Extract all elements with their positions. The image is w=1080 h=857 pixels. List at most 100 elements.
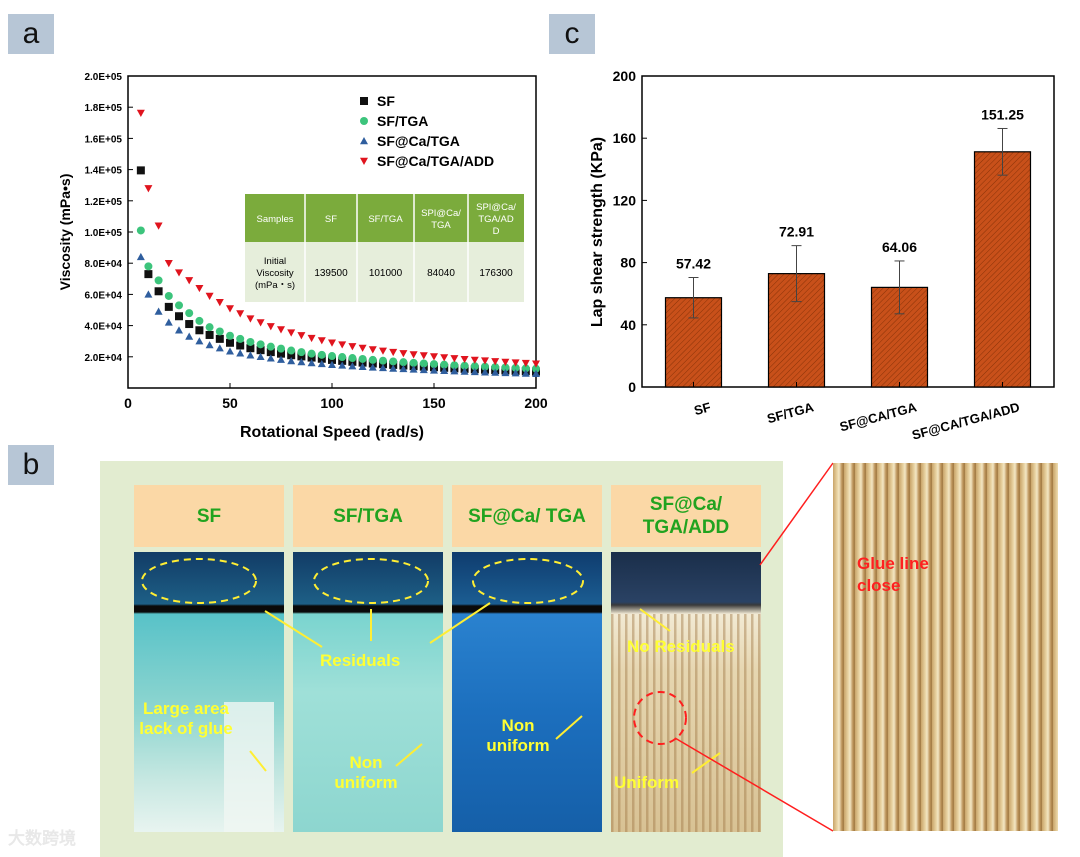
data-point (136, 109, 145, 117)
data-point (136, 252, 145, 261)
data-point (256, 319, 265, 327)
y-tick-label: 1.2E+05 (84, 197, 122, 208)
data-point (136, 166, 145, 175)
data-point (236, 349, 245, 357)
data-point (481, 357, 489, 365)
data-point (164, 260, 173, 268)
table-header-cell: SF/TGA (368, 214, 403, 225)
data-point (144, 262, 153, 271)
data-point (266, 342, 275, 351)
data-point (338, 361, 347, 369)
data-point (470, 362, 479, 371)
series-sf-tga (136, 226, 540, 373)
arrow-non-uniform-2 (555, 715, 583, 740)
data-point (358, 362, 367, 370)
data-point (348, 354, 357, 363)
data-point (491, 363, 500, 372)
data-point (164, 302, 173, 311)
arrow-residual-1 (264, 610, 323, 648)
data-point (215, 344, 224, 352)
data-point (246, 315, 255, 323)
table-header-cell: SPI@Ca/TGA/AD D (476, 202, 516, 237)
data-point (205, 330, 214, 339)
legend-label: SF@Ca/TGA/ADD (377, 153, 494, 169)
table-header-cell: SPI@Ca/TGA (421, 208, 461, 231)
data-point (205, 323, 214, 332)
data-point (266, 354, 275, 362)
data-point (246, 344, 255, 353)
data-point (256, 346, 265, 355)
x-tick-label: 200 (524, 395, 548, 411)
panel-label-c: c (549, 14, 595, 54)
data-point (491, 358, 500, 366)
label-non-uniform-2: Non uniform (486, 716, 550, 755)
data-point (205, 292, 214, 300)
data-point (389, 348, 398, 357)
data-point (246, 351, 255, 359)
viscosity-chart: 2.0E+04 4.0E+04 6.0E+04 8.0E+04 1.0E+05 1.2E+… (57, 72, 548, 441)
residual-ellipse-sf (141, 558, 257, 604)
data-point (205, 341, 214, 349)
data-point (175, 301, 183, 310)
data-point (511, 369, 520, 377)
data-point (389, 357, 398, 366)
data-point (185, 320, 194, 329)
table-row-bg (245, 242, 524, 302)
data-point (154, 287, 163, 296)
table-header-cell: SF (325, 214, 337, 225)
data-point (297, 332, 306, 340)
data-point (195, 337, 204, 345)
data-point (144, 270, 153, 279)
data-point (409, 365, 418, 373)
y-tick-label: 1.0E+05 (84, 228, 122, 239)
data-point (399, 364, 408, 373)
data-point (297, 358, 306, 366)
data-point (328, 352, 336, 361)
series-sf-ca-tga (136, 252, 540, 378)
data-point (379, 347, 387, 355)
legend-marker (360, 117, 368, 125)
data-point (266, 348, 275, 357)
data-point (236, 310, 245, 318)
data-point (460, 361, 469, 370)
data-point (328, 360, 336, 368)
photo-annotations-overlay (141, 558, 721, 774)
data-point (368, 346, 377, 354)
value-label: 64.06 (882, 239, 917, 255)
data-point (175, 326, 183, 334)
y-axis-label-c: Lap shear strength (KPa) (589, 137, 606, 327)
panel-label-b: b (8, 445, 54, 485)
data-point (379, 356, 387, 365)
data-point (430, 366, 438, 374)
data-point (317, 359, 326, 368)
legend-label: SF@Ca/TGA (377, 133, 460, 149)
data-point (144, 185, 153, 193)
data-point (481, 362, 489, 371)
data-point (511, 359, 520, 367)
table-header-bg (245, 194, 524, 242)
data-point (348, 362, 357, 370)
data-point (440, 366, 449, 374)
data-point (348, 343, 357, 351)
data-point (501, 363, 510, 372)
data-point (226, 338, 234, 347)
data-point (236, 341, 245, 350)
data-point (195, 326, 204, 335)
data-point (195, 284, 204, 293)
table-value-cell: 176300 (479, 268, 513, 279)
data-point (358, 354, 367, 363)
residual-ellipse-sf-tga (313, 558, 429, 604)
data-point (277, 349, 285, 358)
table-value-cell: 84040 (427, 268, 455, 279)
data-point (399, 350, 408, 358)
x-tick-label: 100 (320, 395, 344, 411)
data-point (368, 363, 377, 371)
y-tick-label-c: 40 (620, 317, 636, 333)
data-point (277, 355, 285, 363)
data-point (338, 341, 347, 349)
data-point (256, 340, 265, 349)
photo-column-sf-ca-tga-add: SF@Ca/ TGA/ADD (611, 485, 761, 547)
label-non-uniform-1: Non uniform (334, 753, 398, 792)
data-point (297, 352, 306, 361)
